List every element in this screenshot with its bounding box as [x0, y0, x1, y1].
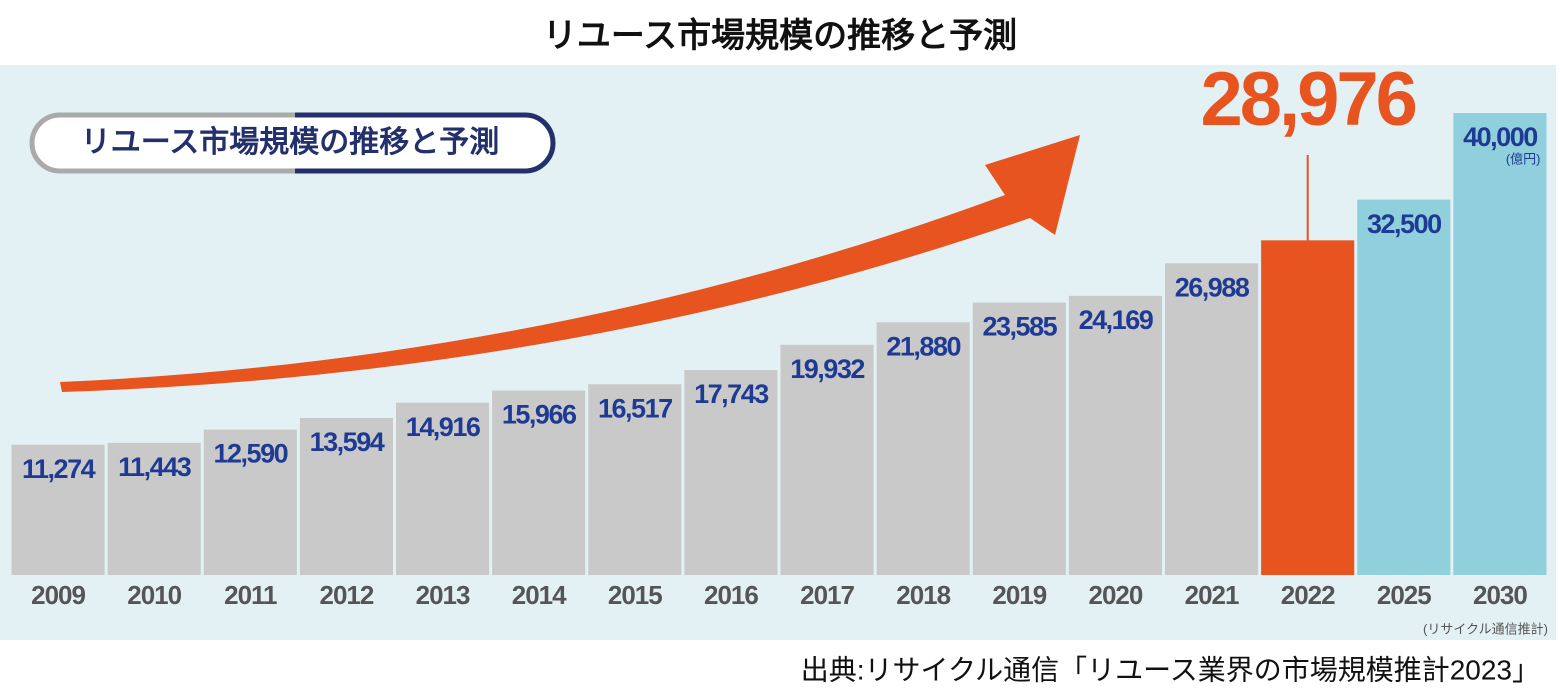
trend-arrow	[60, 135, 1080, 392]
value-label: 12,590	[214, 439, 288, 469]
value-label: 19,932	[790, 354, 864, 384]
bar	[11, 444, 105, 575]
value-label: 40,000	[1463, 122, 1537, 152]
x-tick-label: 2025	[1377, 580, 1431, 610]
x-tick-label: 2012	[320, 580, 374, 610]
bar	[203, 429, 297, 575]
x-tick-label: 2016	[704, 580, 758, 610]
value-label: 11,443	[118, 452, 192, 482]
source: 出典:リサイクル通信「リユース業界の市場規模推計2023」	[801, 654, 1540, 685]
x-tick-label: 2019	[992, 580, 1046, 610]
x-tick-label: 2021	[1185, 580, 1239, 610]
bar	[1357, 199, 1451, 575]
x-tick-label: 2009	[31, 580, 85, 610]
bar	[107, 442, 201, 575]
value-label: 14,916	[406, 412, 481, 442]
x-tick-label: 2030	[1473, 580, 1527, 610]
x-tick-label: 2013	[416, 580, 470, 610]
bar	[1068, 295, 1162, 575]
bar	[492, 390, 586, 575]
bar	[588, 384, 682, 575]
value-label: 32,500	[1367, 209, 1441, 239]
x-tick-label: 2011	[224, 580, 277, 610]
bar	[1165, 263, 1259, 575]
note: (リサイクル通信推計)	[1423, 621, 1548, 636]
bar	[299, 417, 393, 575]
value-label: 23,585	[983, 312, 1058, 342]
chart-title: リユース市場規模の推移と予測	[543, 16, 1017, 55]
value-label: 17,743	[694, 379, 769, 409]
bar	[876, 322, 970, 575]
value-label: 26,988	[1175, 272, 1250, 302]
value-label: 24,169	[1079, 305, 1154, 335]
unit-label: (億円)	[1506, 151, 1541, 166]
bar	[1453, 113, 1547, 575]
x-tick-label: 2010	[127, 580, 181, 610]
bar	[684, 370, 778, 575]
x-tick-label: 2022	[1281, 580, 1335, 610]
bar	[972, 302, 1066, 575]
bar	[1261, 240, 1355, 575]
badge-right	[295, 112, 556, 174]
value-label: 13,594	[310, 427, 385, 457]
badge-left	[29, 112, 300, 174]
bar	[396, 402, 490, 575]
value-label: 16,517	[598, 393, 672, 423]
value-label: 21,880	[886, 331, 960, 361]
x-tick-label: 2017	[800, 580, 854, 610]
x-tick-label: 2015	[608, 580, 662, 610]
value-label: 11,274	[22, 454, 96, 484]
value-label: 28,976	[1200, 57, 1415, 142]
badge-text: リユース市場規模の推移と予測	[81, 125, 500, 159]
x-tick-label: 2018	[896, 580, 950, 610]
bar	[780, 344, 874, 575]
x-tick-label: 2020	[1089, 580, 1143, 610]
value-label: 15,966	[502, 400, 577, 430]
x-tick-label: 2014	[512, 580, 567, 610]
